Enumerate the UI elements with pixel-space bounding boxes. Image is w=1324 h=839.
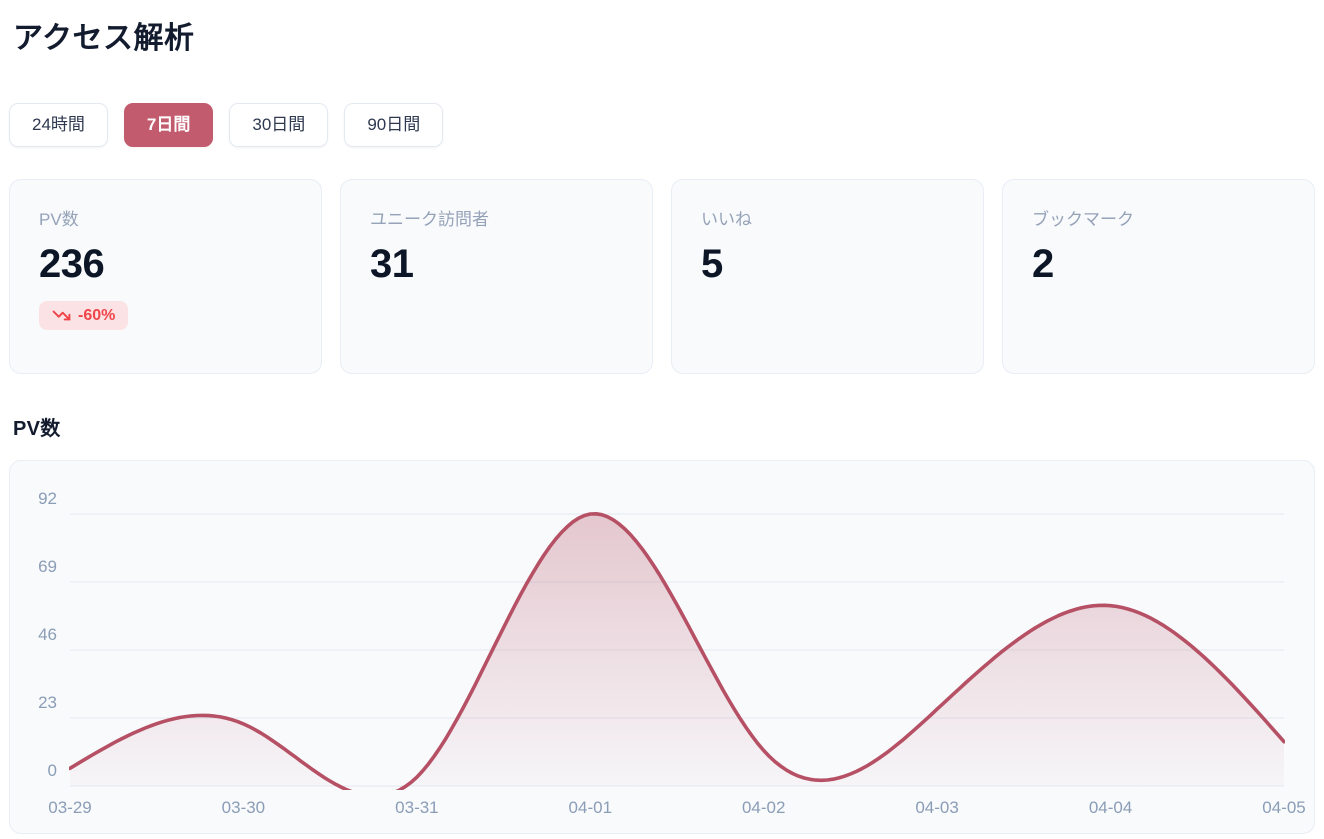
page-title: アクセス解析 [13,22,195,55]
period-tabs: 24時間 7日間 30日間 90日間 [9,103,1315,147]
svg-text:04-02: 04-02 [742,798,785,817]
tab-24h[interactable]: 24時間 [9,103,108,147]
stat-card-unique-visitors: ユニーク訪問者 31 [340,179,653,374]
tab-30d[interactable]: 30日間 [229,103,329,147]
stat-label: ユニーク訪問者 [370,210,489,229]
stat-value: 5 [701,242,723,286]
stat-value: 31 [370,242,414,286]
svg-text:03-30: 03-30 [222,798,265,817]
tab-90d[interactable]: 90日間 [344,103,444,147]
stat-value: 2 [1032,242,1054,286]
chart-line [69,512,1285,790]
trending-down-icon [52,306,71,325]
stat-cards: PV数 236 -60% ユニーク訪問者 31 いいね 5 ブックマーク [9,179,1315,374]
trend-badge: -60% [39,301,129,330]
y-axis-labels: 0 23 46 69 92 [38,489,57,780]
svg-text:04-04: 04-04 [1089,798,1132,817]
svg-text:69: 69 [38,557,57,576]
svg-text:46: 46 [38,625,57,644]
pv-chart-card: 0 23 46 69 92 03-29 03-30 03-31 04-01 04-02 04-03… [9,460,1315,834]
svg-text:23: 23 [38,693,57,712]
svg-text:03-31: 03-31 [395,798,438,817]
svg-text:04-01: 04-01 [569,798,612,817]
svg-text:92: 92 [38,489,57,508]
tab-7d[interactable]: 7日間 [123,103,214,147]
svg-text:0: 0 [48,761,57,780]
svg-text:03-29: 03-29 [48,798,91,817]
pv-chart-svg: 0 23 46 69 92 03-29 03-30 03-31 04-01 04-02 04-03… [38,489,1306,817]
stat-card-bookmarks: ブックマーク 2 [1002,179,1315,374]
stat-card-likes: いいね 5 [671,179,984,374]
chart-area-fill [70,513,1284,787]
stat-label: ブックマーク [1032,210,1134,229]
svg-text:04-03: 04-03 [915,798,958,817]
stat-value: 236 [39,242,105,286]
stat-label: いいね [701,210,752,229]
stat-label: PV数 [39,210,79,229]
stat-card-pv: PV数 236 -60% [9,179,322,374]
pv-area-chart: 0 23 46 69 92 03-29 03-30 03-31 04-01 04-02 04-03… [10,461,1314,833]
trend-badge-text: -60% [78,306,116,324]
svg-text:04-05: 04-05 [1262,798,1305,817]
chart-section-title: PV数 [13,418,61,440]
x-axis-labels: 03-29 03-30 03-31 04-01 04-02 04-03 04-04 04-05 [48,798,1305,817]
